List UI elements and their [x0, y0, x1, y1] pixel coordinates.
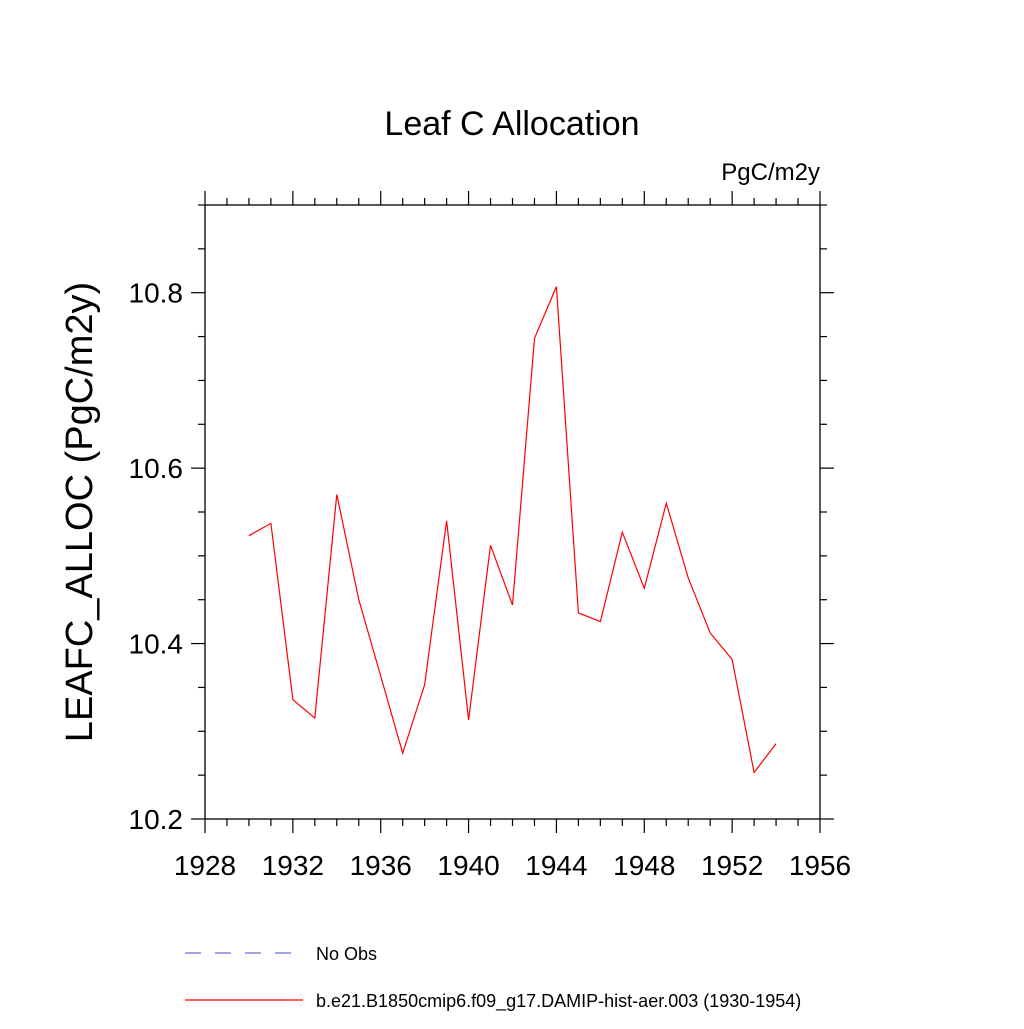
legend: No Obs b.e21.B1850cmip6.f09_g17.DAMIP-his… — [185, 944, 801, 1012]
y-tick-label: 10.2 — [129, 804, 184, 835]
x-tick-label: 1936 — [350, 850, 412, 881]
legend-label: b.e21.B1850cmip6.f09_g17.DAMIP-hist-aer.… — [316, 991, 801, 1012]
y-tick-label: 10.4 — [129, 629, 184, 660]
chart-title: Leaf C Allocation — [384, 105, 639, 143]
series-line — [248, 286, 777, 774]
x-tick-label: 1948 — [613, 850, 675, 881]
x-tick-label: 1952 — [701, 850, 763, 881]
x-tick-label: 1928 — [174, 850, 236, 881]
x-tick-label: 1944 — [525, 850, 587, 881]
units-label: PgC/m2y — [721, 159, 820, 186]
plot-area: 1928 1932 1936 1940 1944 1948 1952 1956 10.2 10.4… — [129, 191, 851, 881]
x-tick-label: 1956 — [789, 850, 851, 881]
x-tick-label: 1940 — [437, 850, 499, 881]
legend-label: No Obs — [316, 944, 377, 964]
y-tick-label: 10.8 — [129, 278, 184, 309]
y-tick-label: 10.6 — [129, 453, 184, 484]
y-axis-label: LEAFC_ALLOC (PgC/m2y) — [59, 282, 101, 742]
x-tick-label: 1932 — [262, 850, 324, 881]
